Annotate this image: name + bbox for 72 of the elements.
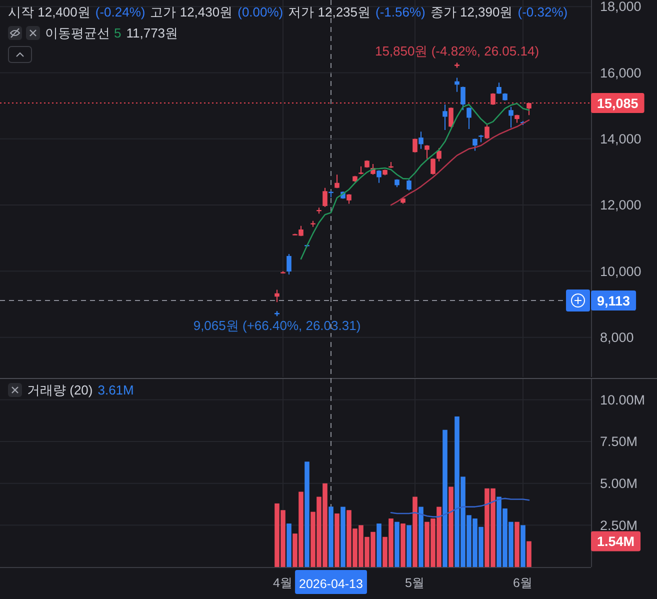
ref-line-label: 15,085 <box>597 96 639 111</box>
line-series <box>390 119 530 206</box>
annotation: 저가 12,235원 <box>288 4 371 20</box>
y-tick-label: 2.50M <box>600 518 638 533</box>
candlestick <box>442 104 448 130</box>
candlestick <box>376 170 382 184</box>
candlestick <box>418 131 424 150</box>
candlestick <box>430 158 436 176</box>
candlestick <box>460 86 466 111</box>
annotation: (-1.56%) <box>376 4 426 20</box>
y-tick-label: 14,000 <box>600 131 642 146</box>
y-tick-label: 12,000 <box>600 198 642 213</box>
bar <box>334 513 340 567</box>
candlestick <box>454 77 460 92</box>
annotation: 9,065원 (+66.40%, 26.03.31) <box>193 318 361 334</box>
candlestick <box>286 253 292 275</box>
candlestick <box>496 82 502 94</box>
candlestick <box>346 194 352 204</box>
candlestick <box>274 289 280 303</box>
y-tick-label: 16,000 <box>600 65 642 80</box>
candlestick <box>466 106 472 130</box>
bar <box>520 525 526 567</box>
y-tick-label: 5.00M <box>600 476 638 491</box>
candlestick <box>484 124 490 140</box>
text: 1.54M <box>597 534 635 550</box>
candlestick <box>412 138 418 153</box>
bar <box>340 506 346 567</box>
text: 고가 12,430원 <box>150 4 233 20</box>
text: 11,773원 <box>126 26 178 40</box>
candlestick <box>436 148 442 162</box>
annotation: (0.00%) <box>238 4 284 20</box>
x-tick-label: 4월 <box>273 576 293 590</box>
candlestick <box>448 106 454 128</box>
annotation: (-0.32%) <box>518 4 568 20</box>
y-tick-label: 10.00M <box>600 392 646 408</box>
text: 시작 12,400원 <box>8 4 90 20</box>
bar <box>448 486 454 567</box>
text: 3.61M <box>98 382 134 398</box>
bar <box>304 462 310 567</box>
bar <box>376 524 382 567</box>
bar <box>406 525 412 567</box>
candlestick <box>424 144 430 160</box>
bar <box>442 430 448 567</box>
line-series <box>300 102 530 260</box>
candlestick <box>322 187 328 208</box>
candlestick <box>472 138 478 152</box>
bar <box>394 522 400 567</box>
line-series <box>390 498 530 518</box>
text: 거래량 (20) <box>27 382 93 398</box>
text: (-0.24%) <box>95 4 146 20</box>
annotation: 종가 12,390원 <box>430 4 513 20</box>
y-tick-label: 18,000 <box>600 0 642 14</box>
y-tick-label: 7.50M <box>600 434 638 450</box>
bar <box>526 541 532 567</box>
x-tick-label: 2026-04-13 <box>299 577 364 591</box>
ref-line-label: 9,113 <box>597 293 631 308</box>
bar <box>400 524 406 567</box>
legend-title: 이동평균선 <box>45 26 110 40</box>
bar <box>412 496 418 567</box>
annotation: 15,850원 (-4.82%, 26.05.14) <box>374 44 540 59</box>
candlestick <box>508 106 514 128</box>
y-tick-label: 8,000 <box>600 330 634 345</box>
x-tick-label: 5월 <box>405 576 425 590</box>
candlestick <box>334 174 340 189</box>
x-tick-label: 6월 <box>513 576 533 590</box>
text: 5 <box>114 26 122 40</box>
bar <box>328 506 334 567</box>
bar <box>286 524 292 567</box>
candlestick <box>406 179 412 191</box>
bar <box>418 506 424 567</box>
y-tick-label: 10,000 <box>600 264 642 279</box>
bar <box>514 522 520 567</box>
